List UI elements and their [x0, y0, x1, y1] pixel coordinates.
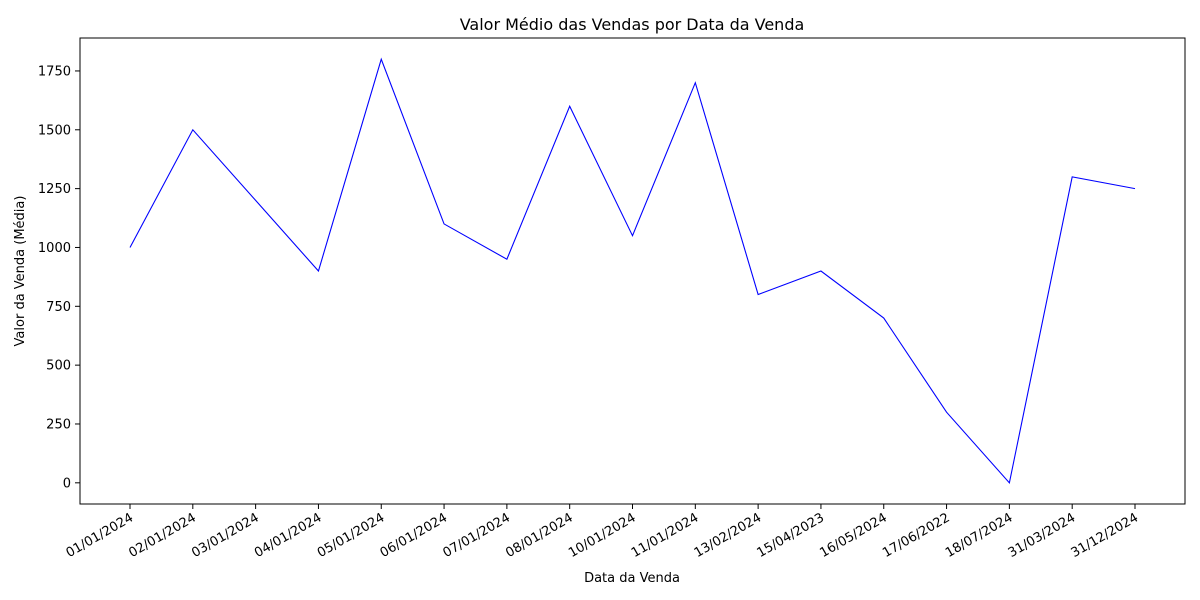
x-tick-label: 08/01/2024 — [503, 510, 575, 560]
x-tick-label: 06/01/2024 — [378, 510, 450, 560]
x-tick-label: 15/04/2023 — [755, 510, 827, 560]
y-axis-label: Valor da Venda (Média) — [13, 196, 28, 347]
x-tick-label: 10/01/2024 — [566, 510, 638, 560]
chart-title: Valor Médio das Vendas por Data da Venda — [460, 15, 805, 34]
x-tick-label: 31/03/2024 — [1006, 510, 1078, 560]
y-tick-label: 0 — [63, 476, 71, 491]
y-tick-label: 1500 — [38, 123, 71, 138]
x-tick-label: 04/01/2024 — [252, 510, 324, 560]
y-tick-label: 750 — [46, 300, 71, 315]
x-tick-label: 01/01/2024 — [64, 510, 136, 560]
x-tick-label: 07/01/2024 — [440, 510, 512, 560]
x-axis: 01/01/202402/01/202403/01/202404/01/2024… — [64, 504, 1141, 561]
x-axis-label: Data da Venda — [584, 571, 680, 586]
x-tick-label: 31/12/2024 — [1069, 510, 1141, 560]
series-line — [129, 57, 1136, 485]
x-tick-label: 02/01/2024 — [126, 510, 198, 560]
y-tick-label: 1250 — [38, 182, 71, 197]
plot-area — [129, 57, 1136, 485]
x-tick-label: 16/05/2024 — [817, 510, 889, 560]
x-tick-label: 03/01/2024 — [189, 510, 261, 560]
y-tick-label: 1750 — [38, 64, 71, 79]
y-tick-label: 500 — [46, 359, 71, 374]
x-tick-label: 05/01/2024 — [315, 510, 387, 560]
y-tick-label: 250 — [46, 417, 71, 432]
y-tick-label: 1000 — [38, 241, 71, 256]
x-tick-label: 17/06/2022 — [880, 510, 952, 560]
x-tick-label: 13/02/2024 — [692, 510, 764, 560]
y-axis: 0 250 500 750 1000 1250 1500 1750 — [38, 64, 80, 491]
x-tick-label: 18/07/2024 — [943, 510, 1015, 560]
x-tick-label: 11/01/2024 — [629, 510, 701, 560]
